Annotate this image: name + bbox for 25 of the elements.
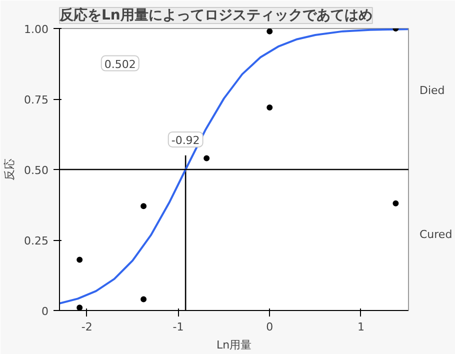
x-tick-label: 1 <box>357 320 364 334</box>
text: Cured <box>420 228 452 241</box>
chart-title: 反応をLn用量によってロジスティックであてはめ <box>58 6 372 24</box>
annotation: 0.502 <box>104 58 136 71</box>
y-tick-label: 0 <box>42 305 48 318</box>
point <box>140 296 147 302</box>
y-tick-label: 0.25 <box>24 234 49 248</box>
point <box>76 256 83 263</box>
x-axis-title: Ln用量 <box>216 338 252 352</box>
x-tick-label: 0 <box>266 320 274 334</box>
y-tick-label: 0.75 <box>24 94 49 106</box>
point <box>140 203 147 210</box>
point <box>204 155 210 162</box>
point <box>266 104 273 110</box>
point <box>76 304 83 310</box>
point <box>392 200 399 206</box>
x-tick-label: -1 <box>172 320 184 334</box>
ref-line-label: -0.92 <box>171 134 200 147</box>
y-tick-label: 0.50 <box>24 164 49 177</box>
y-axis-title: 反応 <box>3 158 16 180</box>
line-series <box>60 28 408 304</box>
y-tick-label: 1.00 <box>24 23 49 36</box>
point <box>266 28 273 34</box>
text: Died <box>420 84 445 98</box>
x-tick-label: -2 <box>81 320 92 334</box>
